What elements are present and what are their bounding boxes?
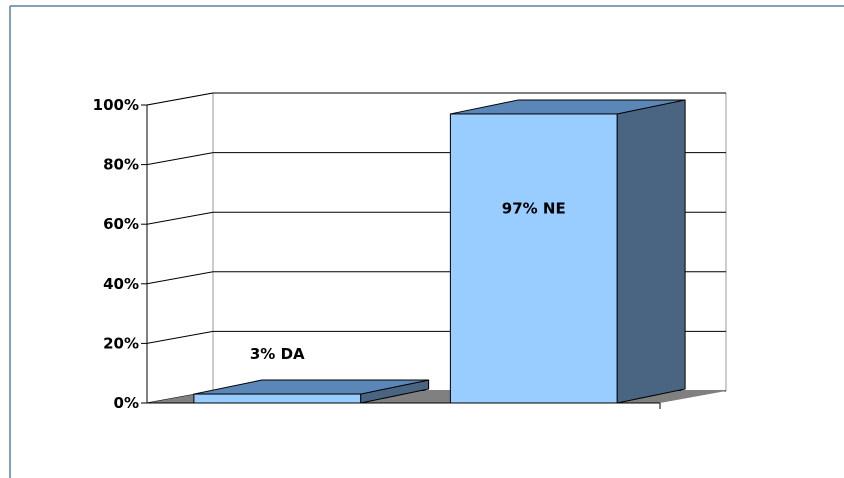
- gridline-side: [146, 330, 214, 344]
- bar-side-NE: [616, 99, 686, 404]
- gridline-side: [146, 152, 214, 166]
- y-axis: 0% 20% 40% 60% 80% 100%: [93, 96, 148, 412]
- y-tick-label: 60%: [103, 215, 139, 233]
- bars: [193, 99, 686, 404]
- y-tick-label: 0%: [114, 394, 139, 412]
- gridline-side: [146, 92, 214, 106]
- y-tick-label: 20%: [103, 334, 139, 352]
- gridline-side: [146, 211, 214, 225]
- bar-DA: [193, 393, 362, 404]
- y-tick-label: 80%: [103, 156, 139, 174]
- data-label-NE: 97% NE: [502, 199, 566, 217]
- data-labels: 3% DA 97% NE: [250, 199, 566, 363]
- gridline-side: [146, 271, 214, 285]
- y-tick-label: 100%: [93, 96, 139, 114]
- chart-border: [9, 5, 844, 478]
- bar-NE: [449, 113, 618, 404]
- y-tick-label: 40%: [103, 275, 139, 293]
- data-label-DA: 3% DA: [250, 345, 305, 363]
